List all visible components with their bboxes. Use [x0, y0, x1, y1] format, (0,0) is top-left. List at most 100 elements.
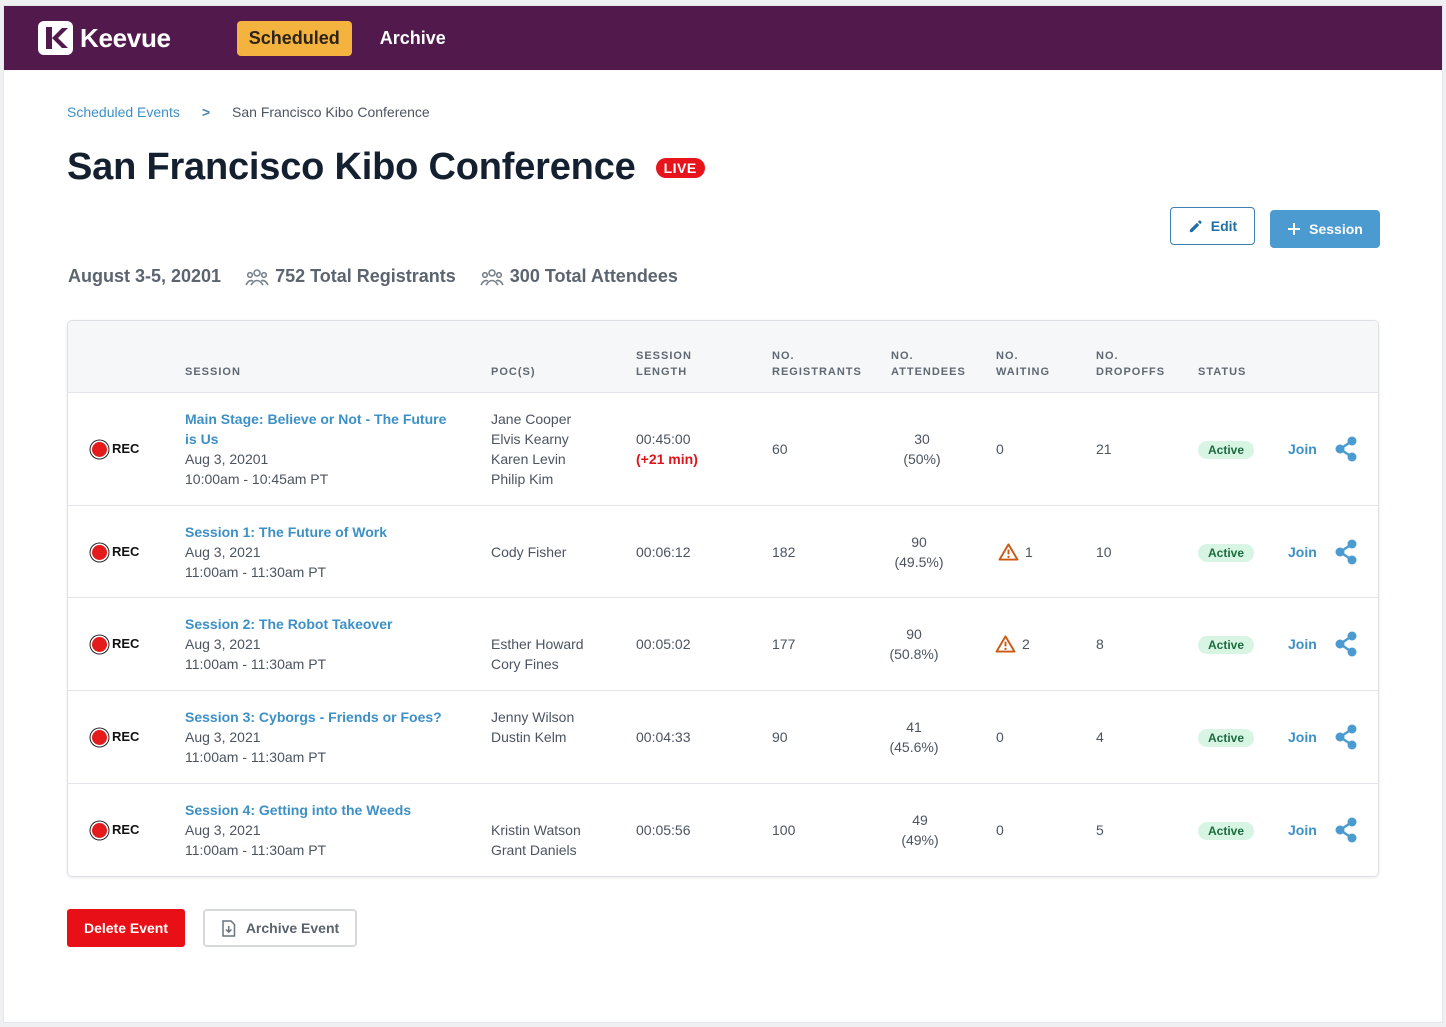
- session-date: Aug 3, 2021: [185, 636, 261, 652]
- registrants-cell: 100: [772, 822, 796, 838]
- session-date: Aug 3, 20201: [185, 451, 269, 467]
- share-icon[interactable]: [1334, 631, 1358, 662]
- join-link[interactable]: Join: [1288, 729, 1317, 745]
- pocs-cell: Kristin Watson Grant Daniels: [491, 820, 581, 860]
- record-icon: [92, 441, 107, 457]
- plus-icon: [1288, 223, 1301, 235]
- length-cell: 00:45:00 (+21 min): [636, 429, 698, 469]
- rec-indicator: REC: [92, 634, 139, 654]
- status-cell: Active: [1198, 727, 1255, 748]
- rec-indicator: REC: [92, 820, 139, 840]
- tab-archive[interactable]: Archive: [379, 27, 446, 48]
- warning-icon: [998, 543, 1019, 561]
- session-title-link[interactable]: Session 1: The Future of Work: [185, 524, 387, 540]
- session-time: 10:00am - 10:45am PT: [185, 471, 329, 487]
- status-cell: Active: [1198, 634, 1255, 655]
- attendees-text: 300 Total Attendees: [509, 266, 678, 286]
- attendees-value: 49: [912, 812, 928, 828]
- status-badge: Active: [1198, 636, 1255, 654]
- waiting-value: 1: [1025, 544, 1033, 560]
- table-row: REC Session 1: The Future of Work Aug 3,…: [68, 506, 1378, 598]
- col-session-length[interactable]: SESSION LENGTH: [636, 350, 692, 378]
- brand[interactable]: Keevue: [38, 21, 171, 55]
- registrants-count: 752 Total Registrants: [245, 266, 456, 287]
- session-date: Aug 3, 2021: [185, 544, 261, 560]
- brand-name: Keevue: [80, 22, 171, 53]
- edit-button[interactable]: Edit: [1170, 207, 1255, 245]
- waiting-value: 2: [1022, 636, 1030, 652]
- tab-scheduled[interactable]: Scheduled: [236, 20, 352, 56]
- session-title-link[interactable]: Session 4: Getting into the Weeds: [185, 802, 412, 818]
- session-cell: Session 2: The Robot Takeover Aug 3, 202…: [185, 614, 455, 674]
- delete-event-button[interactable]: Delete Event: [67, 909, 185, 947]
- poc-name: Jenny Wilson: [491, 709, 575, 725]
- attendees-cell: 49 (49%): [888, 810, 952, 850]
- status-cell: Active: [1198, 820, 1255, 841]
- poc-name: Grant Daniels: [491, 842, 577, 858]
- join-link[interactable]: Join: [1288, 441, 1317, 457]
- archive-file-icon: [222, 919, 236, 937]
- chevron-right-icon: >: [201, 104, 211, 120]
- status-badge: Active: [1198, 544, 1255, 562]
- waiting-cell: 2: [995, 634, 1030, 654]
- table-header: SESSION POC(S) SESSION LENGTH NO. REGISTRA…: [68, 321, 1378, 393]
- share-icon[interactable]: [1334, 539, 1358, 570]
- poc-name: Cory Fines: [491, 656, 559, 672]
- session-cell: Session 4: Getting into the Weeds Aug 3,…: [185, 800, 455, 860]
- dropoffs-cell: 10: [1096, 544, 1112, 560]
- breadcrumb-scheduled-events[interactable]: Scheduled Events: [67, 104, 180, 120]
- attendees-cell: 30 (50%): [891, 429, 953, 469]
- attendees-value: 90: [906, 626, 922, 642]
- session-cell: Session 3: Cyborgs - Friends or Foes? Au…: [185, 707, 455, 767]
- registrants-text: 752 Total Registrants: [275, 266, 456, 286]
- col-registrants[interactable]: NO. REGISTRANTS: [772, 350, 862, 378]
- poc-name: Philip Kim: [491, 471, 554, 487]
- registrants-cell: 177: [772, 636, 796, 652]
- session-date: Aug 3, 2021: [185, 822, 261, 838]
- rec-indicator: REC: [92, 727, 139, 747]
- breadcrumb: Scheduled Events > San Francisco Kibo Co…: [67, 104, 430, 120]
- pocs-cell: Cody Fisher: [491, 542, 566, 562]
- dropoffs-cell: 4: [1096, 729, 1104, 745]
- archive-event-label: Archive Event: [245, 920, 340, 936]
- col-dropoffs[interactable]: NO. DROPOFFS: [1096, 350, 1166, 378]
- share-icon[interactable]: [1334, 436, 1358, 467]
- group-icon: [480, 268, 504, 285]
- waiting-cell: 0: [996, 822, 1004, 838]
- keevue-logo-icon: [38, 21, 73, 55]
- waiting-cell: 1: [998, 542, 1033, 562]
- event-meta: August 3-5, 20201 752 Total Registrants …: [68, 266, 702, 287]
- registrants-cell: 60: [772, 441, 788, 457]
- group-icon: [245, 268, 269, 285]
- col-session[interactable]: SESSION: [185, 366, 241, 378]
- share-icon[interactable]: [1334, 724, 1358, 755]
- col-attendees[interactable]: NO. ATTENDEES: [891, 350, 966, 378]
- add-session-button[interactable]: Session: [1270, 210, 1380, 248]
- rec-indicator: REC: [92, 542, 139, 562]
- poc-name: Jane Cooper: [491, 411, 572, 427]
- poc-name: Elvis Kearny: [491, 431, 569, 447]
- title-row: San Francisco Kibo Conference LIVE: [67, 146, 705, 189]
- attendees-value: 90: [911, 534, 927, 550]
- attendees-count: 300 Total Attendees: [480, 266, 678, 287]
- col-pocs[interactable]: POC(S): [491, 366, 536, 378]
- session-title-link[interactable]: Session 2: The Robot Takeover: [185, 616, 393, 632]
- join-link[interactable]: Join: [1288, 544, 1317, 560]
- session-time: 11:00am - 11:30am PT: [185, 564, 327, 580]
- share-icon[interactable]: [1334, 817, 1358, 848]
- waiting-cell: 0: [996, 729, 1004, 745]
- length-cell: 00:04:33: [636, 729, 691, 745]
- attendees-value: 30: [914, 431, 930, 447]
- attendees-cell: 90 (49.5%): [886, 532, 952, 572]
- join-link[interactable]: Join: [1288, 822, 1317, 838]
- col-status[interactable]: STATUS: [1198, 366, 1247, 378]
- session-title-link[interactable]: Session 3: Cyborgs - Friends or Foes?: [185, 709, 442, 725]
- registrants-cell: 90: [772, 729, 788, 745]
- record-icon: [92, 822, 107, 838]
- page-title: San Francisco Kibo Conference: [67, 146, 636, 188]
- app-window: Keevue Scheduled Archive Scheduled Event…: [3, 5, 1443, 1023]
- join-link[interactable]: Join: [1288, 636, 1317, 652]
- col-waiting[interactable]: NO. WAITING: [996, 350, 1051, 378]
- archive-event-button[interactable]: Archive Event: [203, 909, 357, 947]
- session-title-link[interactable]: Main Stage: Believe or Not - The Future i…: [185, 411, 447, 447]
